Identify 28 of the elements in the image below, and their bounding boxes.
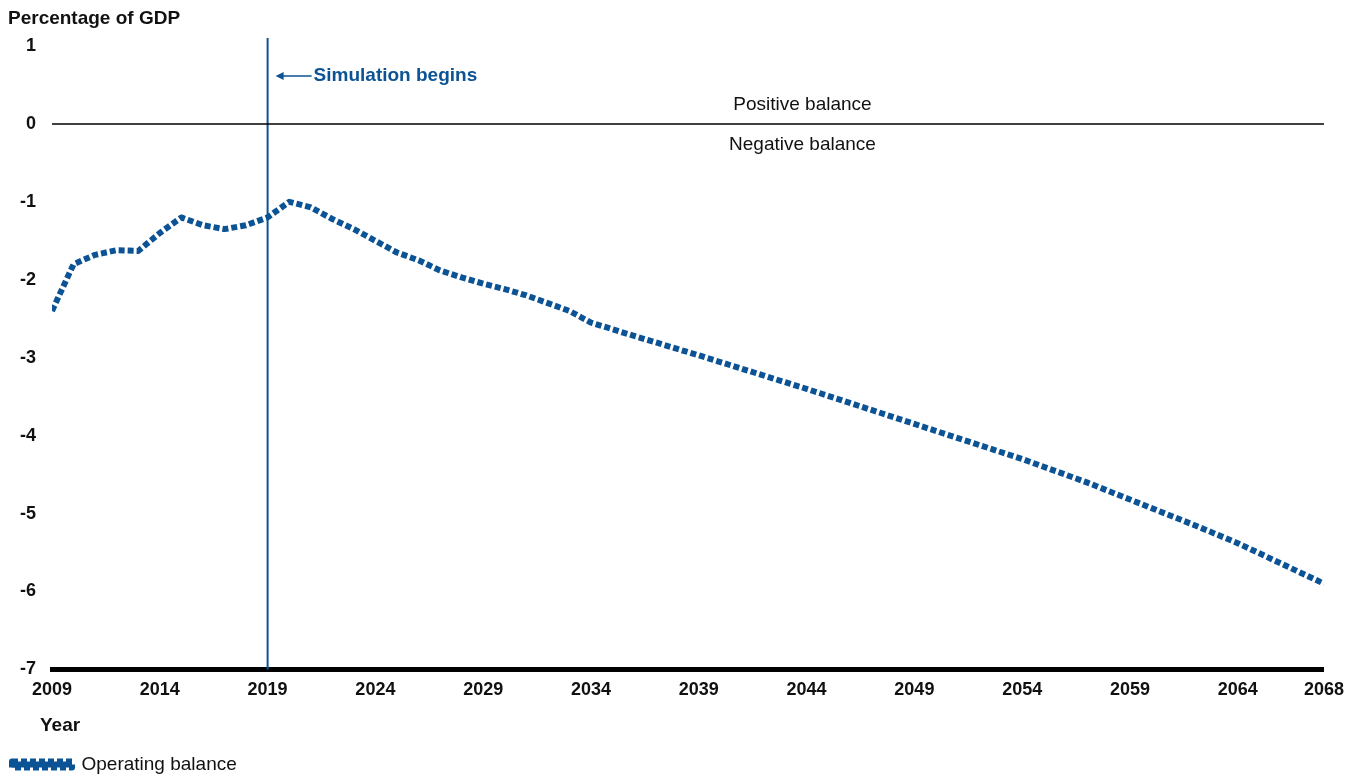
x-tick-label: 2034 [570, 679, 611, 700]
x-tick-label: 2064 [1217, 679, 1258, 700]
y-tick-label: 0 [25, 112, 36, 133]
y-tick-label: -4 [19, 424, 36, 445]
x-tick-label: 2014 [139, 679, 180, 700]
ref-line-label: Simulation begins [313, 64, 478, 86]
x-tick-label: 2059 [1109, 679, 1150, 700]
y-tick-label: -7 [19, 658, 36, 679]
y-tick-label: -2 [19, 268, 36, 289]
y-tick-label: -3 [19, 346, 36, 367]
x-tick-label: 2044 [786, 679, 827, 700]
legend-label: Operating balance [81, 752, 237, 774]
x-tick-label: 2039 [678, 679, 719, 700]
y-tick-label: 1 [25, 34, 36, 55]
x-tick-label: 2068 [1303, 679, 1344, 700]
x-tick-label: 2009 [31, 679, 73, 700]
x-tick-label: 2029 [463, 679, 504, 700]
y-tick-label: -1 [19, 190, 36, 211]
x-axis-title: Year [40, 714, 81, 736]
x-tick-label: 2049 [894, 679, 935, 700]
annotation: Negative balance [729, 133, 876, 155]
x-tick-label: 2019 [247, 679, 288, 700]
y-axis-title: Percentage of GDP [8, 7, 181, 28]
y-tick-label: -6 [19, 580, 36, 601]
y-tick-label: -5 [19, 502, 36, 523]
x-tick-label: 2024 [355, 679, 396, 700]
annotation: Positive balance [733, 93, 872, 115]
x-tick-label: 2054 [1002, 679, 1043, 700]
